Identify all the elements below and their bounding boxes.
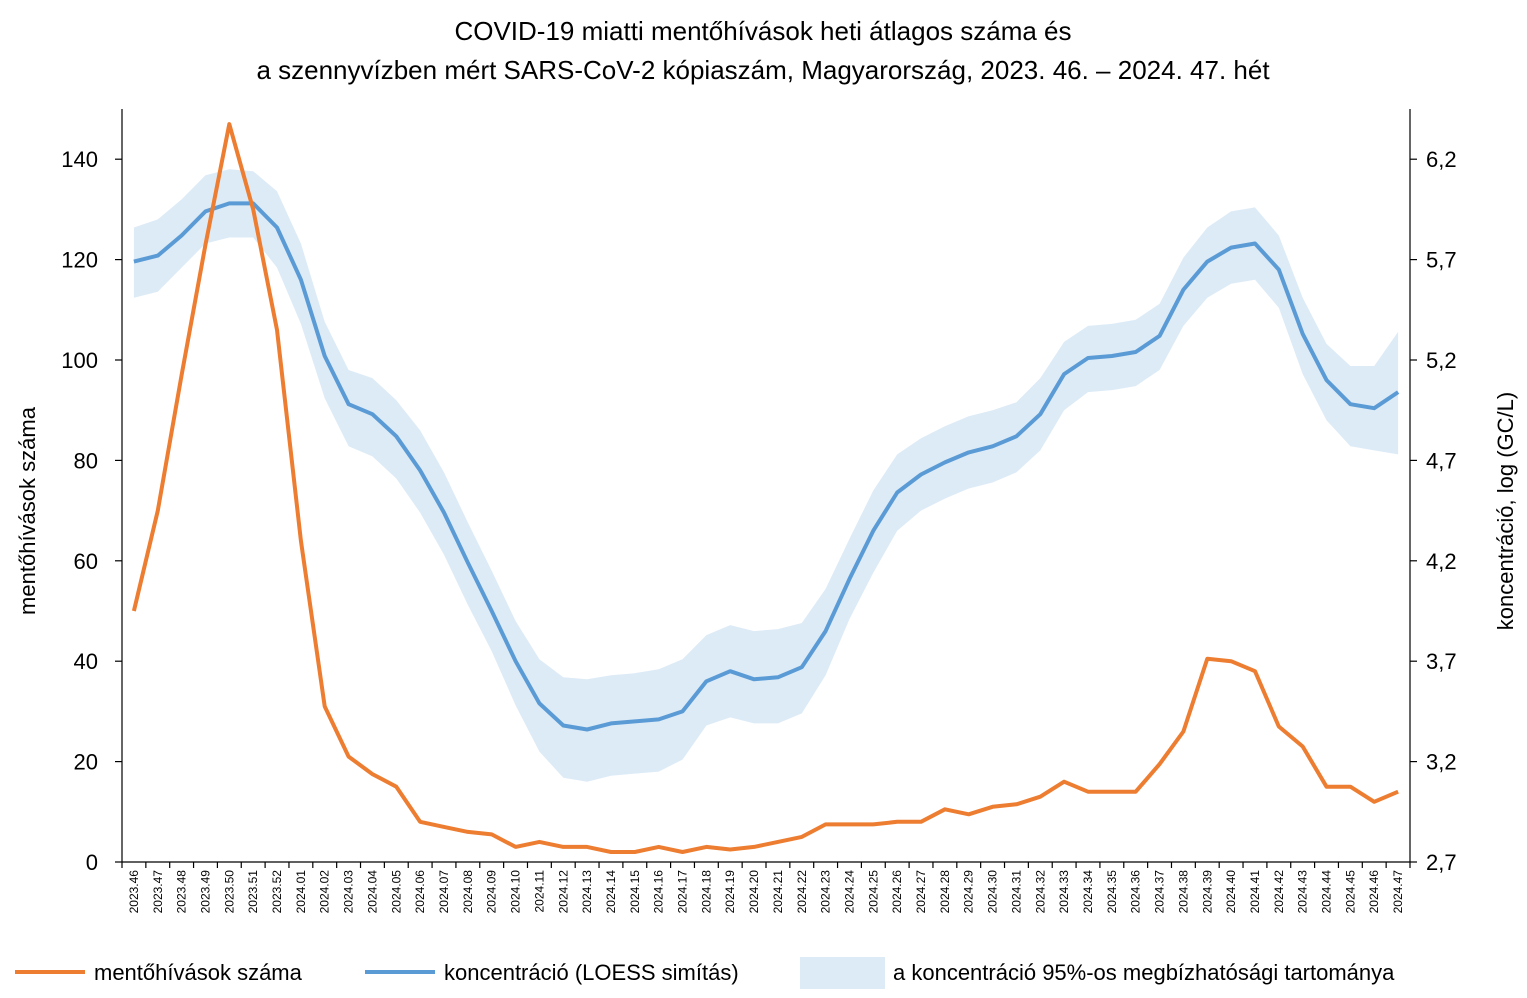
x-tick-label: 2024.37 <box>1153 870 1167 914</box>
x-tick-label: 2024.26 <box>890 870 904 914</box>
legend-label-concentration: koncentráció (LOESS simítás) <box>444 960 739 985</box>
confidence-band-area <box>133 169 1399 782</box>
x-tick-label: 2024.22 <box>795 870 809 914</box>
legend-label-ambulance-calls: mentőhívások száma <box>94 960 303 985</box>
x-tick-label: 2023.51 <box>246 870 260 914</box>
x-tick-label: 2023.48 <box>175 870 189 914</box>
y-right-tick-label: 5,2 <box>1426 348 1457 373</box>
x-tick-label: 2024.42 <box>1272 870 1286 914</box>
x-tick-label: 2023.50 <box>222 870 236 914</box>
x-tick-label: 2024.39 <box>1200 870 1214 914</box>
x-tick-label: 2024.28 <box>938 870 952 914</box>
legend-label-confidence-band: a koncentráció 95%-os megbízhatósági tar… <box>893 960 1395 985</box>
x-tick-label: 2024.46 <box>1367 870 1381 914</box>
x-tick-label: 2024.01 <box>294 870 308 914</box>
y-right-tick-label: 4,2 <box>1426 549 1457 574</box>
y-right-tick-label: 4,7 <box>1426 448 1457 473</box>
y-right-tick-label: 3,2 <box>1426 750 1457 775</box>
x-tick-label: 2023.52 <box>270 870 284 914</box>
y-right-tick-label: 6,2 <box>1426 147 1457 172</box>
y-right-tick-label: 2,7 <box>1426 850 1457 875</box>
x-tick-label: 2024.10 <box>509 870 523 914</box>
x-tick-label: 2024.02 <box>318 870 332 914</box>
x-tick-label: 2024.14 <box>604 870 618 914</box>
x-tick-label: 2024.44 <box>1320 870 1334 914</box>
x-tick-label: 2024.36 <box>1129 870 1143 914</box>
x-tick-label: 2024.05 <box>389 870 403 914</box>
y-left-tick-label: 20 <box>74 750 98 775</box>
series-line-ambulance-calls <box>131 122 1399 854</box>
legend: mentőhívások száma koncentráció (LOESS s… <box>15 957 1395 989</box>
x-tick-label: 2024.16 <box>652 870 666 914</box>
x-tick-label: 2024.11 <box>532 870 546 913</box>
x-tick-label: 2024.35 <box>1105 870 1119 914</box>
y-left-tick-label: 40 <box>74 649 98 674</box>
x-tick-label: 2024.41 <box>1248 870 1262 914</box>
x-tick-label: 2024.13 <box>580 870 594 914</box>
x-tick-label: 2024.34 <box>1081 870 1095 914</box>
y-axis-right-label: koncentráció, log (GC/L) <box>1493 392 1518 630</box>
x-tick-label: 2024.18 <box>699 870 713 914</box>
y-left-tick-label: 0 <box>86 850 98 875</box>
y-right-tick-label: 5,7 <box>1426 248 1457 273</box>
x-tick-label: 2024.17 <box>676 870 690 914</box>
x-tick-label: 2024.19 <box>723 870 737 914</box>
x-tick-label: 2024.03 <box>342 870 356 914</box>
x-tick-label: 2024.04 <box>365 870 379 914</box>
x-tick-label: 2024.47 <box>1391 870 1405 914</box>
x-tick-label: 2024.29 <box>962 870 976 914</box>
x-tick-label: 2024.21 <box>771 870 785 914</box>
x-tick-label: 2024.08 <box>461 870 475 914</box>
y-right-tick-label: 3,7 <box>1426 649 1457 674</box>
series-line-concentration <box>133 201 1400 732</box>
legend-swatch-confidence-band <box>800 957 885 989</box>
y-axis-left-label: mentőhívások száma <box>15 406 40 615</box>
x-tick-label: 2024.32 <box>1033 870 1047 914</box>
chart-title-line-1: COVID-19 miatti mentőhívások heti átlago… <box>454 16 1071 46</box>
x-tick-label: 2024.25 <box>866 870 880 914</box>
y-left-tick-label: 100 <box>61 348 98 373</box>
x-tick-label: 2023.47 <box>151 870 165 914</box>
x-tick-label: 2024.27 <box>914 870 928 914</box>
x-tick-label: 2024.24 <box>843 870 857 914</box>
x-tick-label: 2023.49 <box>199 870 213 914</box>
chart-title-line-2: a szennyvízben mért SARS-CoV-2 kópiaszám… <box>256 55 1270 85</box>
plot-area: 0 20 40 60 80 100 120 140 2,7 3,2 3,7 4,2 4,7 5,2 5,7 6… <box>61 109 1457 914</box>
y-left-tick-label: 80 <box>74 448 98 473</box>
x-tick-label: 2024.12 <box>556 870 570 914</box>
x-tick-label: 2024.30 <box>986 870 1000 914</box>
x-tick-label: 2024.43 <box>1296 870 1310 914</box>
x-tick-label: 2024.33 <box>1057 870 1071 914</box>
x-tick-label: 2024.31 <box>1009 870 1023 914</box>
x-tick-label: 2024.06 <box>413 870 427 914</box>
y-left-tick-label: 140 <box>61 147 98 172</box>
x-tick-label: 2024.45 <box>1343 870 1357 914</box>
x-tick-label: 2024.38 <box>1176 870 1190 914</box>
x-tick-label: 2024.09 <box>485 870 499 914</box>
x-tick-label: 2024.40 <box>1224 870 1238 914</box>
x-tick-label: 2023.46 <box>127 870 141 914</box>
y-left-tick-label: 120 <box>61 248 98 273</box>
x-tick-label: 2024.20 <box>747 870 761 914</box>
x-tick-label: 2024.15 <box>628 870 642 914</box>
x-tick-label: 2024.23 <box>819 870 833 914</box>
y-left-tick-label: 60 <box>74 549 98 574</box>
x-tick-label: 2024.07 <box>437 870 451 914</box>
